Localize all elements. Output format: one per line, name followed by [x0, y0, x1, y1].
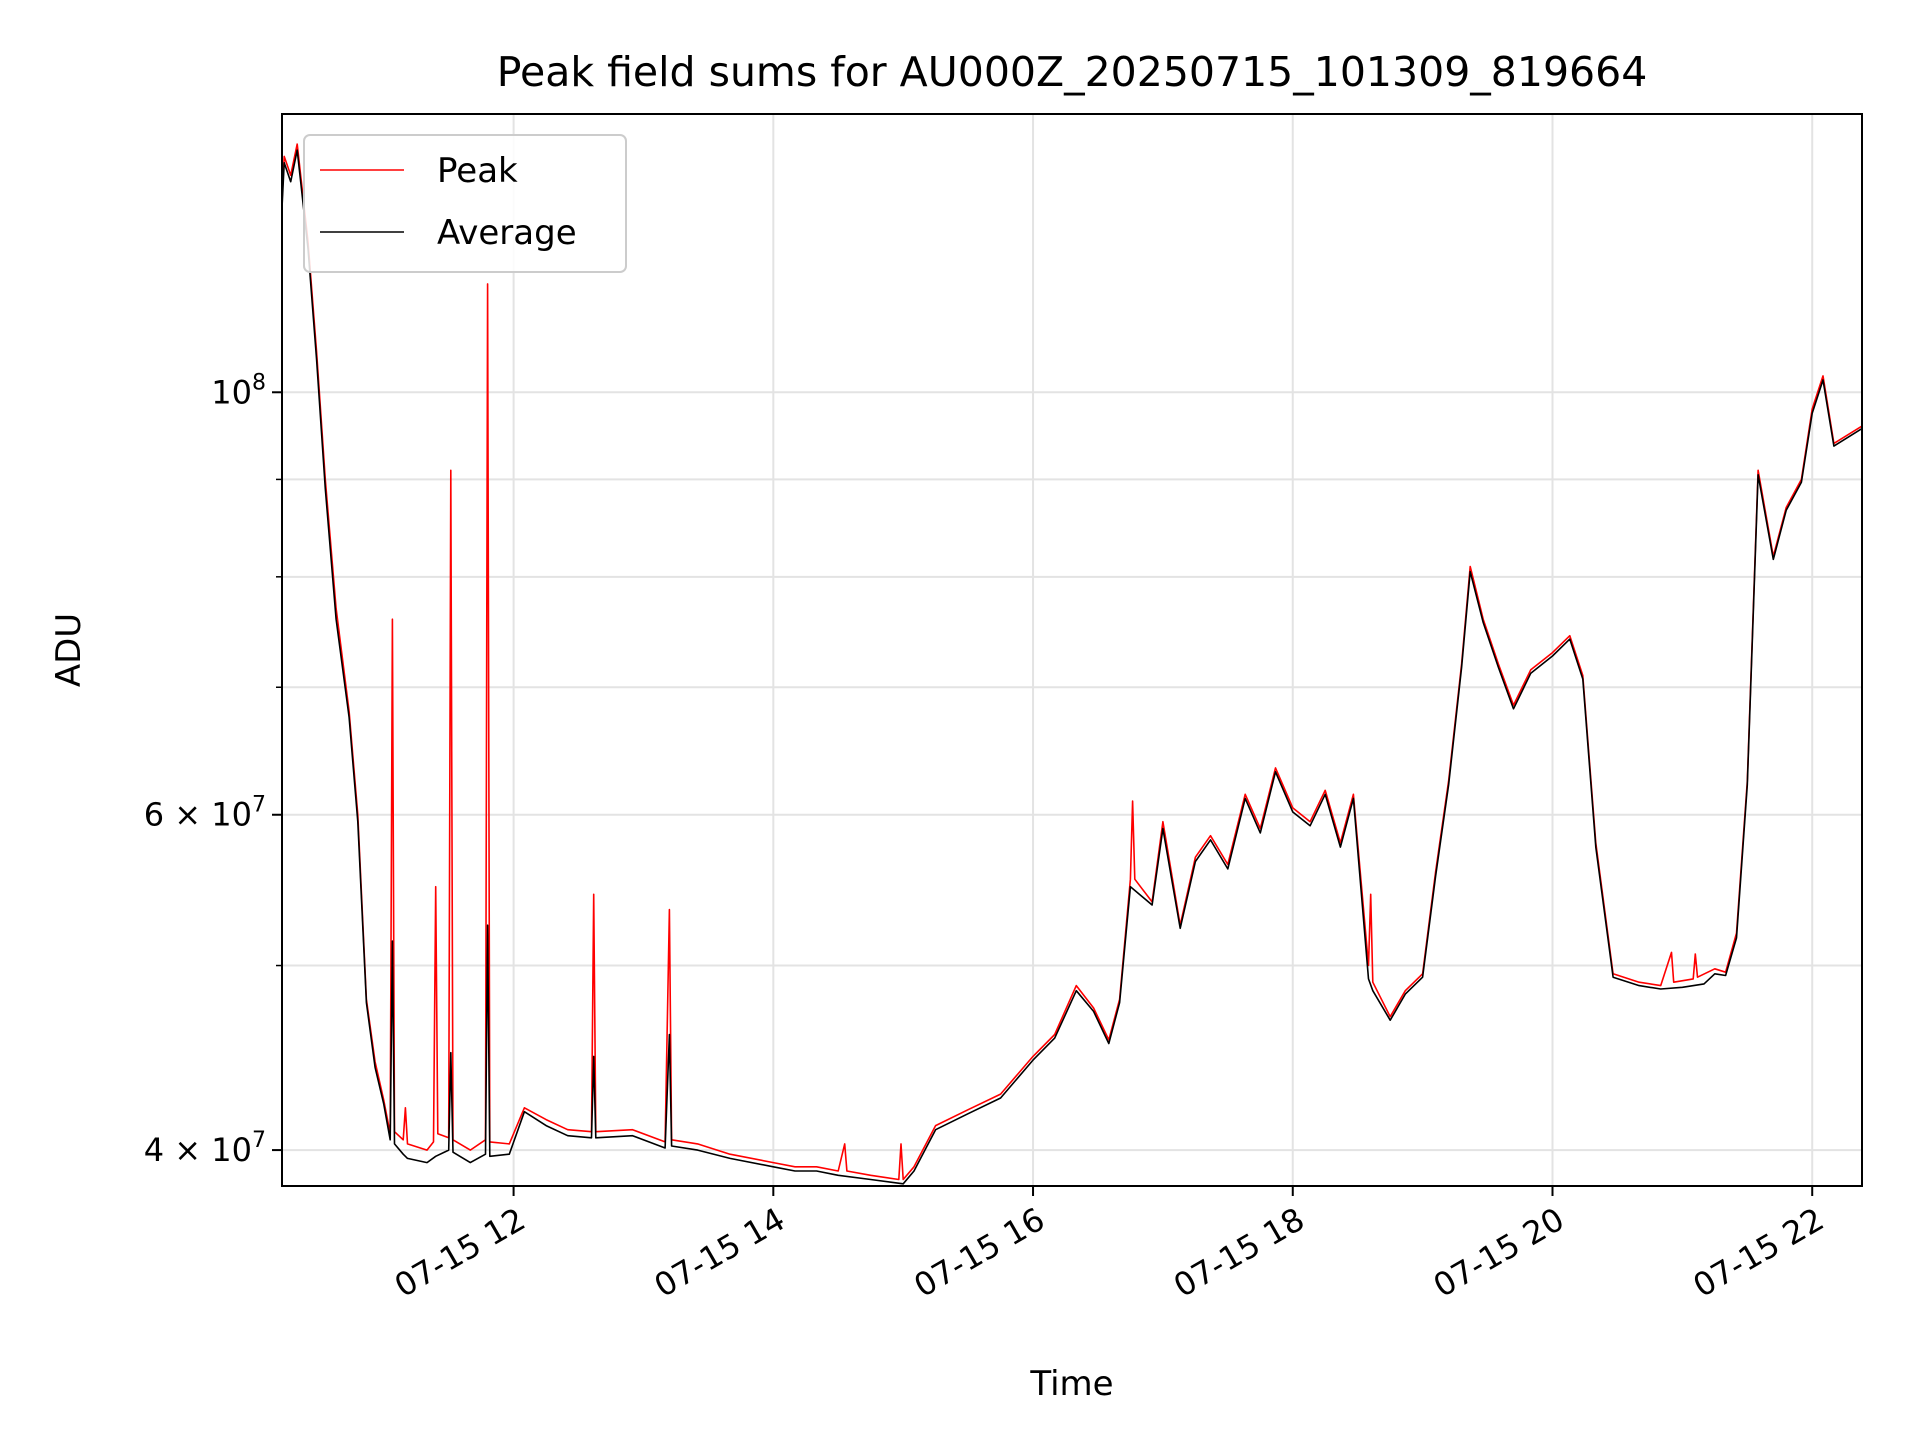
legend: Peak Average	[303, 134, 627, 273]
legend-label-peak: Peak	[437, 151, 518, 191]
y-tick-label: 108	[211, 370, 266, 411]
y-tick-label: 4 × 107	[144, 1128, 266, 1169]
grid	[282, 114, 1862, 1186]
legend-label-average: Average	[437, 213, 577, 253]
x-axis-label: Time	[1029, 1364, 1113, 1404]
series-line-average	[282, 149, 1862, 1185]
y-tick-label: 6 × 107	[144, 793, 266, 834]
y-tick-label-base: 4 × 10	[144, 1131, 252, 1169]
y-tick-label-exponent: 7	[252, 1128, 266, 1153]
plot-frame	[281, 113, 1863, 1187]
y-tick-label-exponent: 8	[252, 370, 266, 395]
y-tick-label-base: 10	[211, 373, 252, 411]
chart-title: Peak field sums for AU000Z_20250715_1013…	[497, 48, 1648, 96]
series-lines	[282, 143, 1862, 1185]
y-axis-label: ADU	[49, 613, 89, 687]
y-tick-label-exponent: 7	[252, 793, 266, 818]
y-tick-label-base: 6 × 10	[144, 796, 252, 834]
